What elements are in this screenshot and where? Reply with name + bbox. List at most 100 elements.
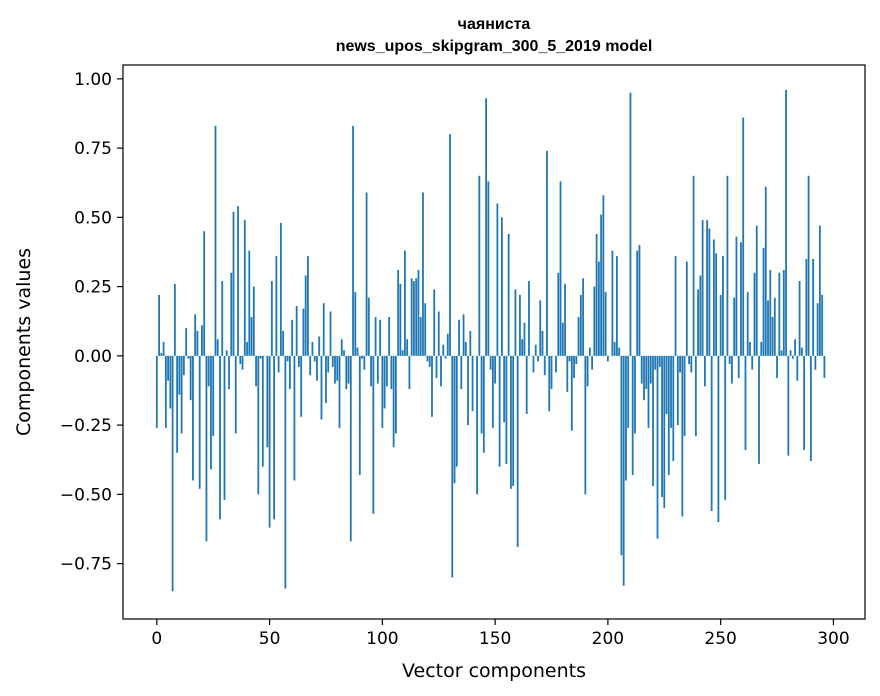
bar [683, 355, 686, 437]
bar [176, 355, 179, 453]
bar [338, 355, 341, 428]
bar [203, 231, 206, 356]
bar [771, 317, 774, 356]
bar [584, 355, 587, 495]
bar [336, 355, 339, 381]
bar [694, 355, 697, 437]
bar [162, 342, 165, 356]
bar [444, 355, 447, 359]
bar [279, 222, 282, 356]
bar [201, 325, 203, 356]
x-axis-label: Vector components [402, 660, 586, 682]
bar [277, 355, 280, 373]
bar [667, 355, 670, 475]
bar [532, 355, 535, 373]
bar [731, 355, 733, 384]
bar [345, 355, 348, 390]
bar [304, 275, 307, 356]
bar [546, 150, 548, 356]
bar [417, 269, 420, 356]
bar [550, 355, 553, 390]
bar [480, 355, 483, 434]
y-tick-label: 0.25 [74, 278, 112, 298]
bar [246, 342, 248, 356]
bar [588, 347, 591, 356]
bar [586, 355, 589, 387]
bar [426, 355, 429, 362]
bar [446, 333, 449, 356]
bar [807, 175, 810, 356]
x-tick-label: 200 [592, 629, 624, 649]
bar [243, 220, 246, 356]
y-tick-label: −0.50 [60, 485, 112, 505]
bar [742, 117, 745, 356]
y-axis-ticks: 1.00 0.75 0.50 0.25 0.00 −0.25 −0.50 −0.75 [60, 70, 123, 575]
bar [656, 355, 659, 539]
bar [266, 355, 269, 448]
y-tick-label: −0.75 [60, 555, 112, 575]
bar [485, 98, 487, 356]
bar [661, 355, 663, 498]
bar [169, 355, 172, 409]
bar [582, 278, 584, 356]
bar [636, 250, 639, 356]
bar [173, 283, 176, 356]
bar [372, 355, 375, 514]
bar [361, 355, 363, 359]
bar [189, 355, 192, 401]
bar [674, 256, 677, 356]
bar [595, 233, 598, 356]
bar [762, 247, 765, 356]
bar [241, 355, 244, 370]
bar [573, 355, 575, 379]
bar [782, 269, 785, 356]
bar [577, 317, 580, 356]
bar [401, 350, 404, 356]
bar [259, 355, 262, 359]
bar [367, 297, 370, 356]
bar [214, 125, 217, 356]
bar [643, 355, 645, 401]
bar [460, 355, 463, 390]
bar [219, 355, 221, 520]
bar [365, 192, 368, 356]
bar [489, 355, 492, 370]
bar [516, 355, 519, 547]
bar [767, 300, 769, 356]
bar [385, 355, 388, 387]
bar [733, 297, 736, 356]
bar [555, 355, 557, 373]
y-tick-label: 0.75 [74, 139, 112, 159]
bar [349, 355, 352, 542]
bar [514, 289, 517, 356]
bar [494, 355, 497, 384]
bar [302, 308, 305, 356]
bar [413, 281, 415, 356]
bar [453, 355, 456, 484]
bar [688, 355, 690, 365]
bar [737, 355, 740, 379]
bar [313, 355, 316, 362]
bar [376, 355, 379, 384]
bar [753, 272, 756, 356]
bar [352, 125, 354, 356]
bar [760, 342, 763, 356]
bar [622, 355, 625, 586]
bar [701, 220, 704, 356]
bar [178, 355, 181, 395]
x-tick-label: 100 [366, 629, 398, 649]
bar [498, 355, 501, 467]
bar [528, 281, 530, 356]
bar [658, 355, 661, 367]
bar [821, 294, 824, 356]
bar [455, 355, 458, 467]
bars-group [155, 89, 826, 592]
bar [212, 355, 215, 437]
bar [410, 278, 413, 356]
bar [158, 294, 160, 356]
bar [282, 330, 285, 356]
bar [370, 355, 372, 387]
bar [363, 355, 366, 370]
chart-title-line2: news_upos_skipgram_300_5_2019 model [336, 38, 653, 55]
bar [390, 355, 393, 390]
